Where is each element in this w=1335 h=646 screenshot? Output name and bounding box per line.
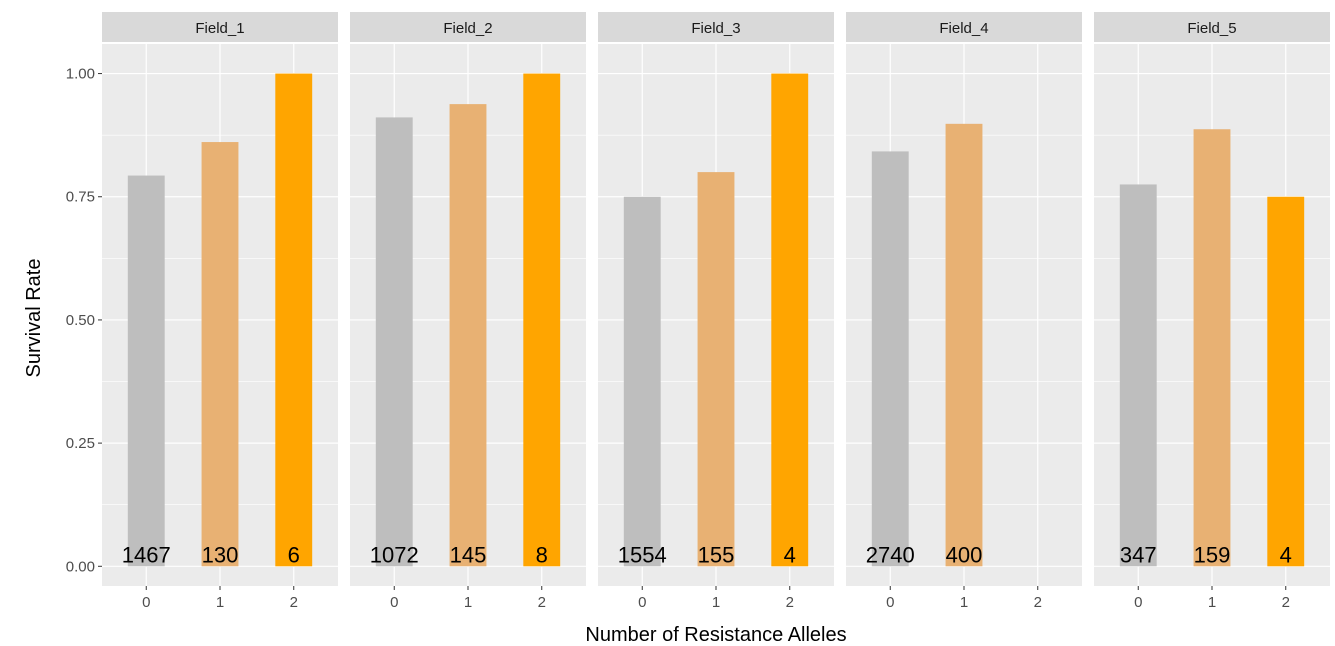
y-axis-title: Survival Rate <box>23 259 45 378</box>
x-tick-label: 2 <box>538 594 546 611</box>
x-axis-title: Number of Resistance Alleles <box>585 624 846 646</box>
panel-Field_1: Field_1 1467 130 6 0 1 2 <box>102 12 338 611</box>
bar <box>523 73 561 567</box>
count-label: 155 <box>698 542 735 567</box>
bar <box>275 73 313 567</box>
count-label: 400 <box>946 542 983 567</box>
count-label: 6 <box>288 542 300 567</box>
count-label: 1467 <box>122 542 171 567</box>
y-tick-label: 0.75 <box>66 189 95 206</box>
bar <box>1267 196 1305 567</box>
bar <box>1119 184 1157 567</box>
facet-strip <box>846 12 1082 42</box>
x-tick-label: 1 <box>712 594 720 611</box>
count-label: 347 <box>1120 542 1157 567</box>
bar <box>375 117 413 567</box>
x-tick-label: 0 <box>1134 594 1142 611</box>
count-label: 8 <box>536 542 548 567</box>
bar <box>771 73 809 567</box>
facet-strip <box>102 12 338 42</box>
facet-label: Field_5 <box>1187 20 1236 37</box>
bar <box>623 196 661 567</box>
x-tick-label: 1 <box>464 594 472 611</box>
x-tick-label: 0 <box>886 594 894 611</box>
y-tick-label: 0.25 <box>66 435 95 452</box>
bar <box>201 142 239 567</box>
y-tick-label: 1.00 <box>66 66 95 83</box>
x-tick-label: 2 <box>1282 594 1290 611</box>
bar <box>449 104 487 567</box>
facet-strip <box>598 12 834 42</box>
y-axis: 0.00 0.25 0.50 0.75 1.00 <box>66 66 102 575</box>
count-label: 159 <box>1194 542 1231 567</box>
panel-Field_4: Field_4 2740 400 0 1 2 <box>846 12 1082 611</box>
x-tick-label: 2 <box>1034 594 1042 611</box>
bar <box>1193 129 1231 567</box>
facet-strip <box>1094 12 1330 42</box>
x-tick-label: 1 <box>1208 594 1216 611</box>
x-tick-label: 0 <box>638 594 646 611</box>
y-tick-label: 0.00 <box>66 558 95 575</box>
count-label: 4 <box>1280 542 1292 567</box>
x-tick-label: 2 <box>786 594 794 611</box>
panel-Field_2: Field_2 1072 145 8 0 1 2 <box>350 12 586 611</box>
x-tick-label: 0 <box>142 594 150 611</box>
count-label: 130 <box>202 542 239 567</box>
x-tick-label: 2 <box>290 594 298 611</box>
facet-strip <box>350 12 586 42</box>
x-tick-label: 1 <box>216 594 224 611</box>
count-label: 1554 <box>618 542 667 567</box>
bar <box>127 175 165 567</box>
bar <box>945 123 983 567</box>
panel-Field_5: Field_5 347 159 4 0 1 2 <box>1094 12 1330 611</box>
facet-label: Field_2 <box>443 20 492 37</box>
bar <box>871 151 909 567</box>
count-label: 145 <box>450 542 487 567</box>
count-label: 1072 <box>370 542 419 567</box>
x-tick-label: 0 <box>390 594 398 611</box>
facet-label: Field_4 <box>939 20 988 37</box>
count-label: 4 <box>784 542 796 567</box>
facet-label: Field_3 <box>691 20 740 37</box>
count-label: 2740 <box>866 542 915 567</box>
x-tick-label: 1 <box>960 594 968 611</box>
y-tick-label: 0.50 <box>66 312 95 329</box>
facet-label: Field_1 <box>195 20 244 37</box>
bar <box>697 172 735 567</box>
